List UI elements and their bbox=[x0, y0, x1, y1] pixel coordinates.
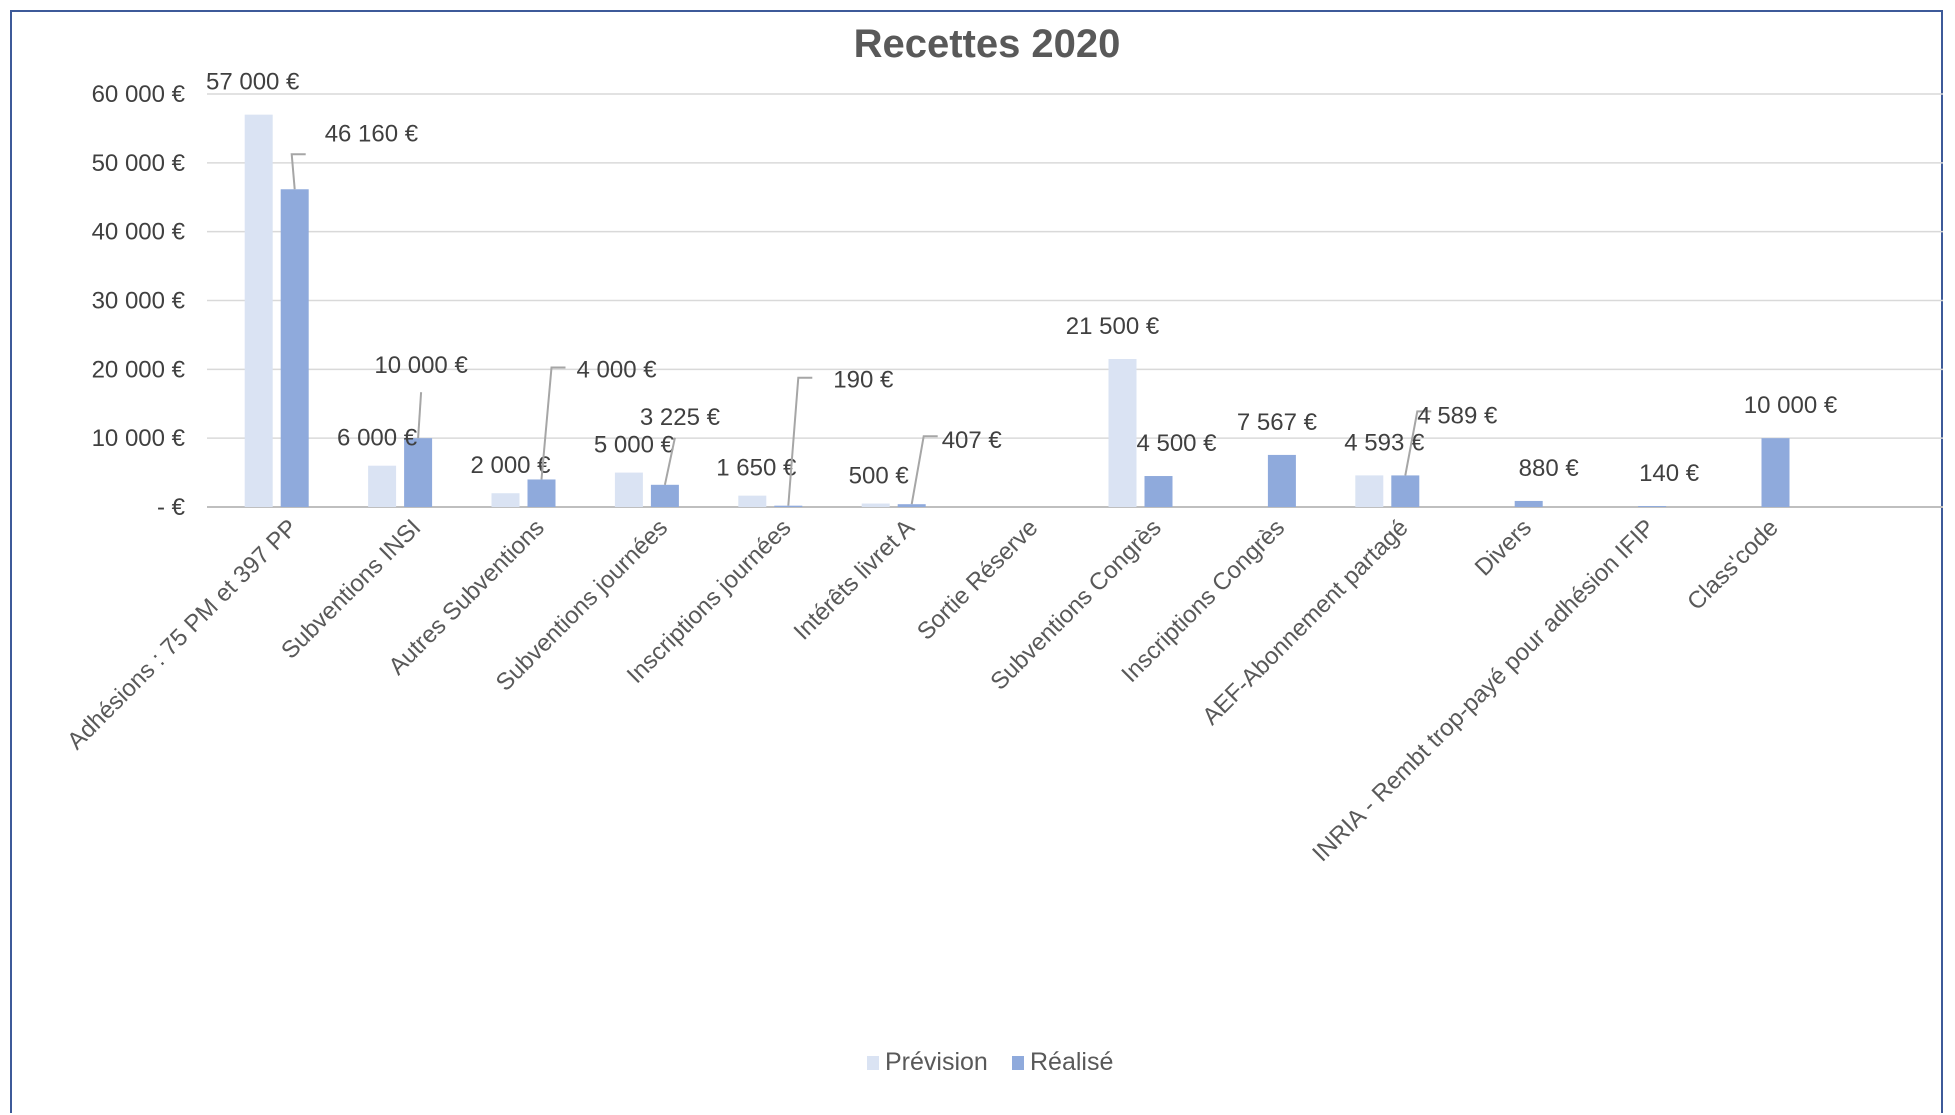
data-label: 1 650 € bbox=[716, 455, 797, 482]
bar-realise bbox=[527, 479, 556, 507]
bar-prevision bbox=[1108, 359, 1137, 507]
data-label: 4 589 € bbox=[1417, 402, 1498, 429]
data-label: 10 000 € bbox=[1744, 392, 1838, 419]
category-label: AEF-Abonnement partagé bbox=[1197, 514, 1413, 730]
bar-realise bbox=[897, 504, 926, 507]
data-label: 21 500 € bbox=[1066, 313, 1160, 340]
y-tick-label: - € bbox=[157, 494, 186, 521]
data-label-leader bbox=[290, 153, 306, 190]
category-label: Intérêts livret A bbox=[789, 514, 920, 645]
y-tick-label: 10 000 € bbox=[92, 425, 186, 452]
bar-prevision bbox=[491, 493, 520, 507]
data-label: 4 000 € bbox=[577, 356, 658, 383]
bar-prevision bbox=[1355, 475, 1384, 507]
data-label: 6 000 € bbox=[337, 425, 418, 452]
data-label: 57 000 € bbox=[206, 69, 300, 96]
data-label: 140 € bbox=[1639, 460, 1700, 487]
chart-frame: Recettes 2020 - € 10 000 € 20 000 € 30 000 €… bbox=[10, 10, 1943, 1113]
data-label-leader bbox=[663, 437, 676, 486]
data-label: 407 € bbox=[942, 427, 1003, 454]
bar-realise bbox=[280, 189, 309, 508]
bar-realise bbox=[650, 484, 679, 507]
bar-prevision bbox=[614, 472, 643, 507]
data-label: 46 160 € bbox=[325, 120, 419, 147]
legend-label: Prévision bbox=[885, 1048, 988, 1076]
data-label: 3 225 € bbox=[640, 404, 721, 431]
bar-realise bbox=[1267, 454, 1296, 507]
bar-chart: Recettes 2020 - € 10 000 € 20 000 € 30 000 €… bbox=[62, 22, 1943, 1076]
data-label: 190 € bbox=[833, 367, 894, 394]
bar-realise bbox=[1514, 500, 1543, 507]
chart-title: Recettes 2020 bbox=[854, 22, 1121, 66]
data-label: 7 567 € bbox=[1237, 409, 1318, 436]
y-tick-label: 40 000 € bbox=[92, 219, 186, 246]
bar-prevision bbox=[861, 503, 890, 507]
bar-realise bbox=[1638, 506, 1667, 507]
data-label: 10 000 € bbox=[374, 352, 468, 379]
category-label: Adhésions : 75 PM et 397 PP bbox=[62, 514, 303, 755]
data-label: 4 500 € bbox=[1136, 430, 1217, 457]
data-label-leader bbox=[540, 366, 566, 480]
data-label: 2 000 € bbox=[470, 452, 551, 479]
y-tick-label: 20 000 € bbox=[92, 356, 186, 383]
legend-label: Réalisé bbox=[1030, 1048, 1113, 1076]
data-label-leader bbox=[787, 376, 813, 506]
bar-realise bbox=[1761, 438, 1790, 507]
data-label: 5 000 € bbox=[594, 432, 675, 459]
category-label: Class'code bbox=[1682, 514, 1784, 616]
legend-swatch bbox=[1012, 1056, 1024, 1070]
bar-realise bbox=[1391, 475, 1420, 507]
data-label-leader bbox=[910, 435, 938, 505]
y-tick-label: 30 000 € bbox=[92, 288, 186, 315]
bar-realise bbox=[1144, 476, 1173, 507]
y-tick-label: 60 000 € bbox=[92, 81, 186, 108]
data-label: 500 € bbox=[849, 463, 910, 490]
data-label-leader bbox=[1404, 410, 1432, 476]
data-label: 880 € bbox=[1519, 455, 1580, 482]
bar-realise bbox=[404, 438, 433, 507]
category-label: Sortie Réserve bbox=[912, 514, 1043, 645]
category-label: Divers bbox=[1470, 514, 1537, 581]
bar-prevision bbox=[738, 495, 767, 507]
data-label-leader bbox=[417, 392, 423, 439]
bar-prevision bbox=[368, 465, 397, 507]
bar-realise bbox=[774, 505, 803, 507]
legend-swatch bbox=[867, 1056, 879, 1070]
y-tick-label: 50 000 € bbox=[92, 150, 186, 177]
bar-prevision bbox=[244, 114, 273, 508]
